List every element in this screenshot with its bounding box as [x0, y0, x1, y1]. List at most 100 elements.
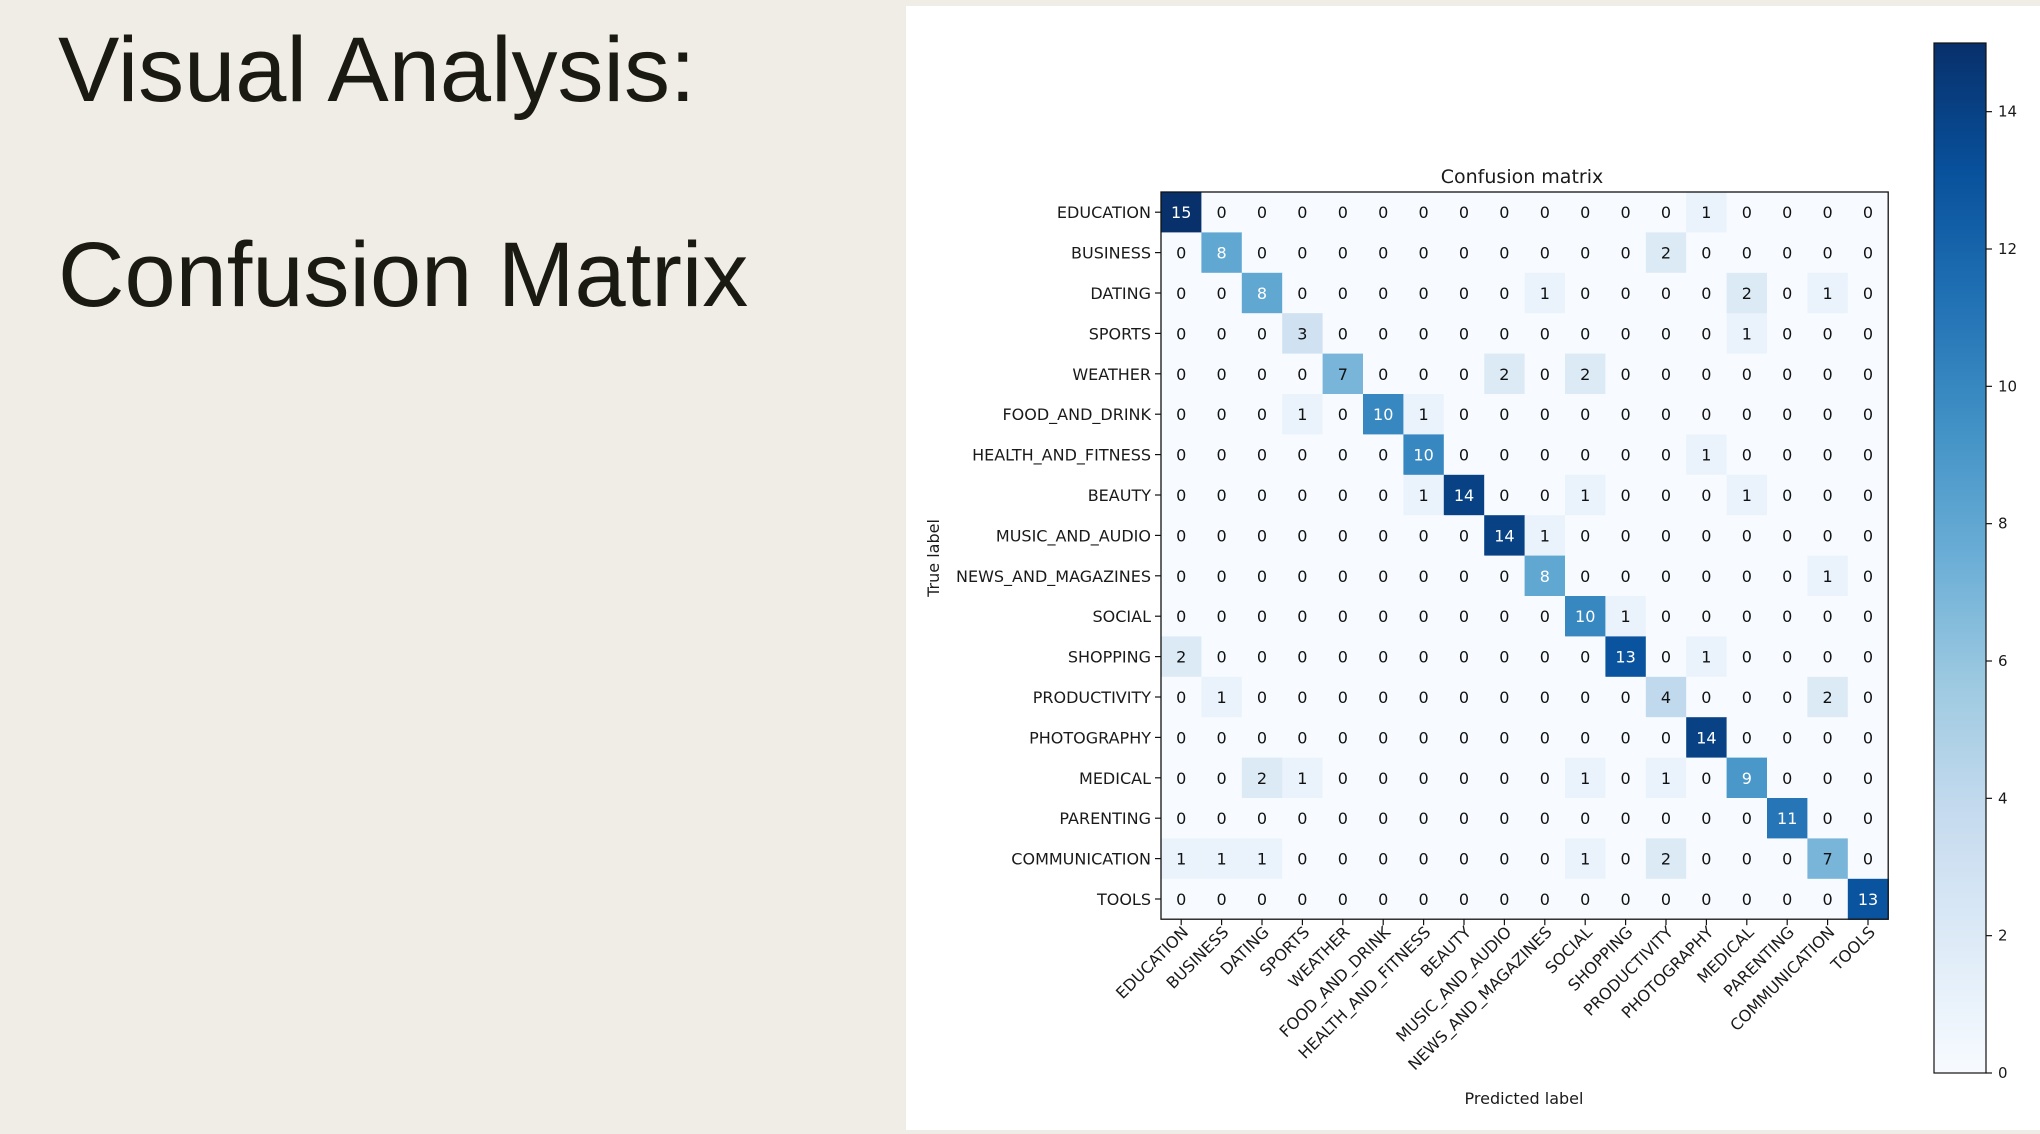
matrix-cell [1726, 676, 1768, 718]
cell-value-label: 0 [1378, 526, 1388, 545]
matrix-cell [1403, 838, 1445, 880]
cell-value-label: 0 [1863, 446, 1873, 465]
matrix-cell [1767, 555, 1808, 597]
y-tick-label: PHOTOGRAPHY [1029, 728, 1151, 747]
matrix-cell [1726, 232, 1768, 274]
cell-value-label: 1 [1419, 405, 1429, 424]
cell-value-label: 0 [1661, 890, 1671, 909]
cell-value-label: 0 [1217, 890, 1227, 909]
matrix-cell [1443, 232, 1485, 274]
cell-value-label: 0 [1823, 244, 1833, 263]
cell-value-label: 0 [1338, 648, 1348, 667]
cell-value-label: 0 [1459, 365, 1469, 384]
matrix-cell [1686, 394, 1728, 435]
matrix-cell [1605, 838, 1647, 880]
cell-value-label: 0 [1378, 648, 1388, 667]
cell-value-label: 0 [1419, 567, 1429, 586]
matrix-cell [1686, 474, 1728, 516]
cell-value-label: 0 [1297, 809, 1307, 828]
cell-value-label: 0 [1823, 526, 1833, 545]
y-tick-label: DATING [1090, 284, 1151, 303]
matrix-cell [1484, 515, 1526, 557]
matrix-cell [1241, 272, 1283, 314]
cell-value-label: 0 [1782, 244, 1792, 263]
matrix-cell [1363, 474, 1404, 516]
cell-value-label: 0 [1338, 567, 1348, 586]
cell-value-label: 0 [1297, 890, 1307, 909]
matrix-cell [1847, 878, 1889, 920]
cell-value-label: 0 [1782, 284, 1792, 303]
cell-value-label: 0 [1338, 809, 1348, 828]
matrix-cell [1565, 232, 1606, 274]
cell-value-label: 1 [1297, 405, 1307, 424]
cell-value-label: 0 [1459, 607, 1469, 626]
cell-value-label: 0 [1782, 567, 1792, 586]
matrix-cell [1403, 596, 1445, 637]
cell-value-label: 1 [1621, 607, 1631, 626]
cell-value-label: 0 [1742, 648, 1752, 667]
matrix-cell [1605, 717, 1647, 759]
cell-value-label: 0 [1823, 446, 1833, 465]
matrix-cell [1403, 757, 1445, 799]
matrix-cell [1807, 353, 1849, 395]
matrix-cell [1565, 838, 1606, 880]
cell-value-label: 0 [1621, 688, 1631, 707]
y-tick-label: HEALTH_AND_FITNESS [972, 446, 1151, 466]
matrix-cell [1847, 272, 1889, 314]
matrix-cell [1565, 878, 1606, 920]
cell-value-label: 0 [1661, 526, 1671, 545]
matrix-cell [1161, 434, 1202, 476]
matrix-cell [1201, 838, 1243, 880]
colorbar-tick-label: 12 [1998, 240, 2017, 258]
cell-value-label: 0 [1459, 405, 1469, 424]
cell-value-label: 0 [1257, 688, 1267, 707]
matrix-cell [1726, 272, 1768, 314]
cell-value-label: 0 [1257, 607, 1267, 626]
cell-value-label: 0 [1378, 567, 1388, 586]
matrix-cell [1363, 232, 1404, 274]
cell-value-label: 2 [1499, 365, 1509, 384]
matrix-cell [1201, 232, 1243, 274]
cell-value-label: 0 [1176, 728, 1186, 747]
matrix-cell [1201, 272, 1243, 314]
cell-value-label: 10 [1373, 405, 1393, 424]
cell-value-label: 0 [1257, 526, 1267, 545]
matrix-cell [1524, 232, 1566, 274]
matrix-cell [1282, 192, 1324, 233]
matrix-cell [1524, 474, 1566, 516]
cell-value-label: 0 [1823, 203, 1833, 222]
matrix-cell [1241, 798, 1283, 839]
matrix-cell [1767, 474, 1808, 516]
matrix-cell [1807, 636, 1849, 678]
cell-value-label: 0 [1419, 324, 1429, 343]
matrix-cell [1484, 636, 1526, 678]
cell-value-label: 0 [1580, 567, 1590, 586]
matrix-cell [1403, 878, 1445, 920]
y-tick-label: EDUCATION [1057, 203, 1151, 222]
cell-value-label: 0 [1742, 405, 1752, 424]
cell-value-label: 0 [1338, 526, 1348, 545]
cell-value-label: 0 [1621, 890, 1631, 909]
cell-value-label: 0 [1742, 728, 1752, 747]
cell-value-label: 0 [1499, 244, 1509, 263]
matrix-cell [1686, 434, 1728, 476]
matrix-cell [1282, 353, 1324, 395]
cell-value-label: 0 [1459, 769, 1469, 788]
matrix-cell [1847, 192, 1889, 233]
cell-value-label: 0 [1257, 244, 1267, 263]
matrix-cell [1767, 434, 1808, 476]
matrix-cell [1686, 353, 1728, 395]
matrix-cell [1484, 717, 1526, 759]
cell-value-label: 0 [1257, 324, 1267, 343]
slide-title-line-2: Confusion Matrix [58, 224, 749, 326]
matrix-cell [1686, 272, 1728, 314]
matrix-cell [1322, 798, 1364, 839]
matrix-cell [1767, 596, 1808, 637]
cell-value-label: 0 [1378, 688, 1388, 707]
matrix-cell [1565, 515, 1606, 557]
matrix-cell [1847, 515, 1889, 557]
cell-value-label: 1 [1540, 526, 1550, 545]
cell-value-label: 0 [1217, 486, 1227, 505]
matrix-cell [1767, 636, 1808, 678]
y-tick-label: WEATHER [1072, 365, 1151, 384]
